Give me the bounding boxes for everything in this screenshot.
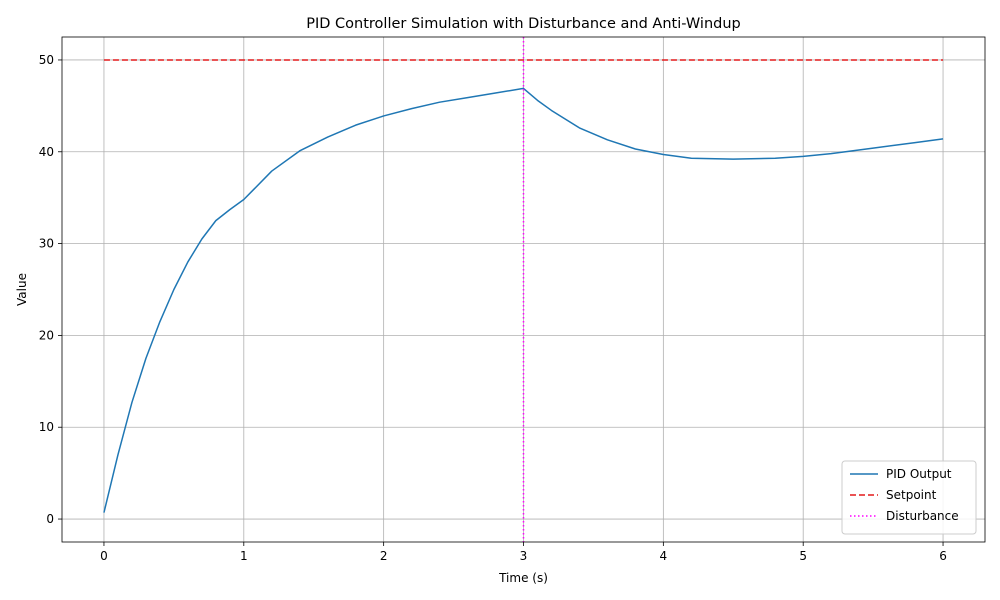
legend-label-pid-output: PID Output (886, 467, 952, 481)
y-tick-label: 10 (39, 420, 54, 434)
x-tick-label: 2 (380, 549, 388, 563)
x-tick-label: 6 (939, 549, 947, 563)
axis-ticks: 0 1 2 3 4 5 6 0 10 20 30 40 50 (39, 53, 947, 563)
y-axis-label: Value (15, 273, 29, 306)
plot-lines (103, 37, 944, 542)
x-tick-label: 3 (520, 549, 528, 563)
x-tick-label: 0 (100, 549, 108, 563)
x-tick-label: 1 (240, 549, 248, 563)
x-tick-label: 4 (660, 549, 668, 563)
y-tick-label: 30 (39, 237, 54, 251)
legend: PID Output Setpoint Disturbance (841, 460, 977, 535)
legend-label-setpoint: Setpoint (886, 488, 937, 502)
y-tick-label: 0 (46, 512, 54, 526)
y-tick-label: 20 (39, 328, 54, 342)
y-tick-label: 50 (39, 53, 54, 67)
chart-title: PID Controller Simulation with Disturban… (306, 16, 741, 32)
x-axis-label: Time (s) (498, 571, 548, 585)
x-tick-label: 5 (799, 549, 807, 563)
series-line-pid-output (103, 87, 944, 513)
grid (62, 37, 985, 542)
y-tick-label: 40 (39, 145, 54, 159)
legend-label-disturbance: Disturbance (886, 509, 959, 523)
